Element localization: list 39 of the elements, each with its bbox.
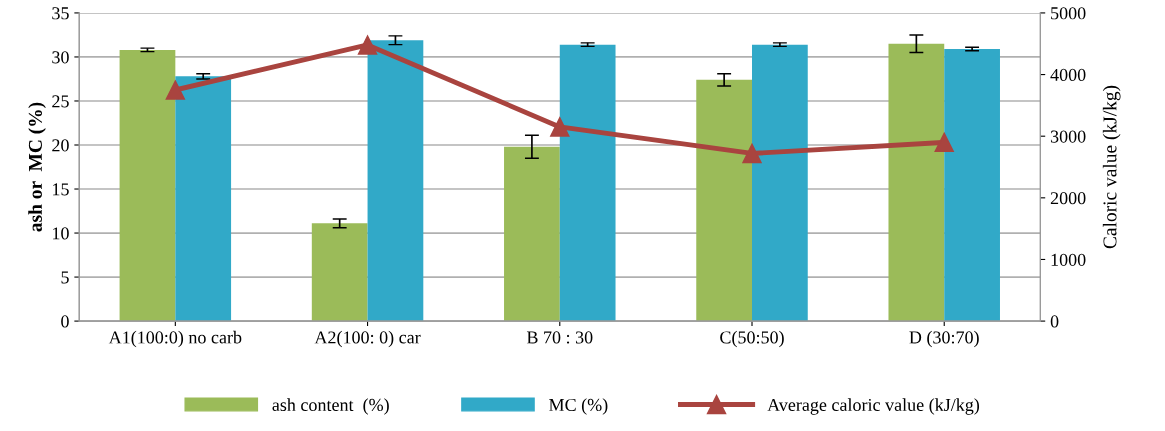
bar — [888, 43, 945, 322]
bar — [119, 49, 176, 322]
y2-tick-label: 4000 — [1050, 68, 1086, 82]
y-axis-title: ash or MC (%) — [28, 102, 46, 232]
y-tick-label: 30 — [52, 51, 69, 64]
y-tick-label: 5 — [61, 271, 69, 284]
bar — [696, 79, 753, 322]
point — [165, 80, 186, 100]
y-tick-label: 15 — [53, 183, 69, 196]
y2-axis-title: Caloric value (kJ/kg) — [1102, 85, 1121, 249]
bar — [311, 223, 368, 322]
x-tick-label: A1(100:0) no carb — [108, 330, 242, 348]
x-tick-label: C(50:50) — [720, 330, 784, 348]
legend-label: Average caloric value (kJ/kg) — [767, 398, 980, 415]
y2-tick-label: 0 — [1050, 315, 1059, 328]
point — [357, 35, 378, 55]
y-tick-label: 35 — [52, 7, 69, 20]
y-tick-label: 20 — [52, 139, 69, 152]
point — [934, 132, 954, 153]
y2-tick-label: 3000 — [1050, 130, 1086, 143]
y2-tick-label: 5000 — [1051, 7, 1086, 20]
bar — [752, 44, 808, 322]
point — [550, 117, 570, 137]
bar — [559, 44, 616, 322]
bar — [367, 40, 424, 322]
x-tick-label: A2(100: 0) car — [314, 330, 421, 348]
point — [742, 143, 762, 164]
y-tick-label: 10 — [53, 227, 69, 240]
x-tick-label: D (30:70) — [909, 330, 979, 348]
y2-tick-label: 1000 — [1051, 253, 1086, 266]
y-tick-label: 0 — [61, 315, 69, 328]
y-tick-label: 25 — [52, 95, 69, 108]
x-tick-label: B 70 : 30 — [526, 331, 593, 344]
bar — [175, 76, 232, 322]
legend-label: MC (%) — [549, 398, 608, 415]
bar — [944, 49, 1000, 322]
y2-tick-label: 2000 — [1050, 192, 1086, 205]
legend-label: ash content (%) — [272, 398, 389, 415]
bar — [504, 146, 560, 322]
